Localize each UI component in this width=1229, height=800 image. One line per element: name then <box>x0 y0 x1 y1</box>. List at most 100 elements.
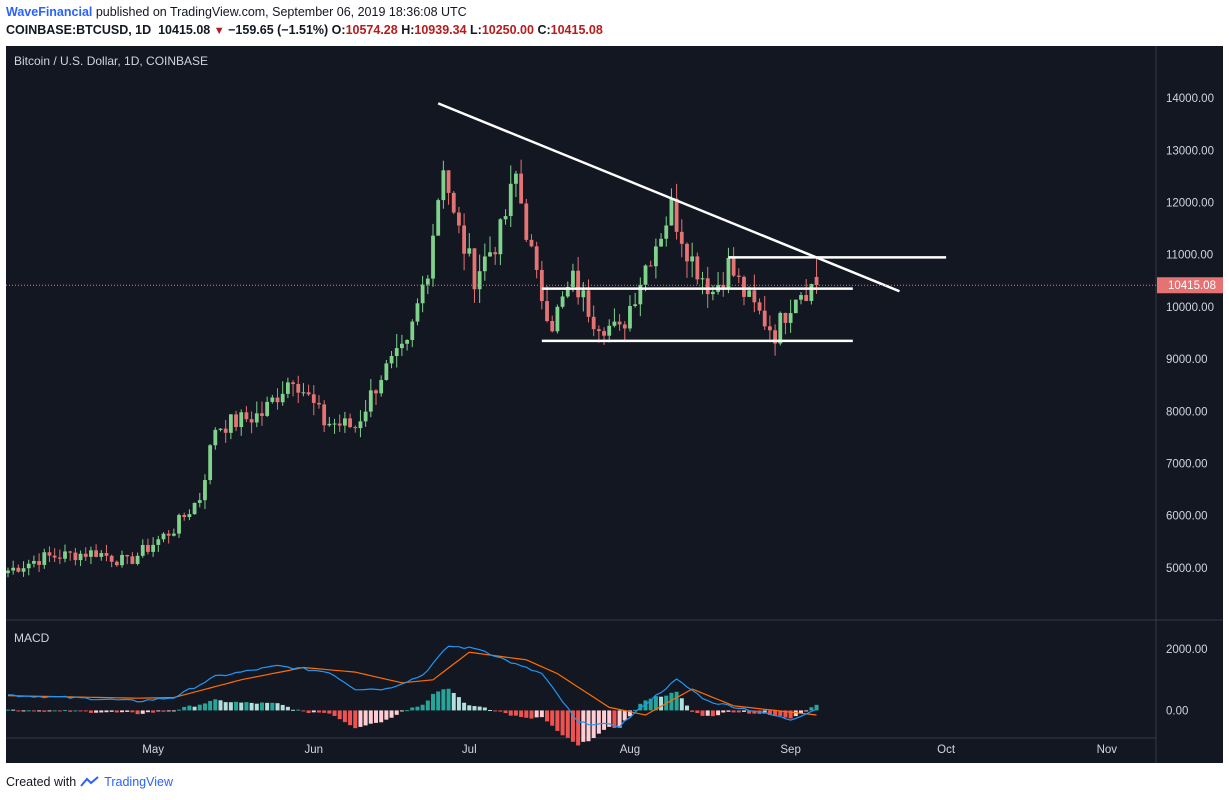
macd-histogram-bar <box>161 710 166 712</box>
candle-down <box>249 419 254 423</box>
candle-up <box>560 296 565 307</box>
macd-histogram-bar <box>244 702 249 711</box>
chart-area[interactable]: 10415.08 14000.00 13000.00 12000.00 11000.00… <box>0 0 1229 770</box>
candle-up <box>161 533 166 540</box>
macd-histogram-bar <box>228 702 233 711</box>
candle-up <box>120 554 124 566</box>
candle-down <box>57 557 62 559</box>
time-tick-label: Oct <box>937 744 956 756</box>
macd-histogram-bar <box>177 709 182 711</box>
last-price-badge <box>1157 277 1223 294</box>
candle-up <box>203 480 207 501</box>
close-value: 10415.08 <box>550 23 603 37</box>
candle-up <box>410 321 415 341</box>
macd-histogram-bar <box>156 710 161 712</box>
candle-down <box>182 514 187 518</box>
price-tick-label: 9000.00 <box>1166 354 1208 366</box>
macd-histogram-bar <box>21 710 26 712</box>
candle-up <box>565 286 570 297</box>
candle-up <box>638 284 643 305</box>
candle-up <box>270 397 275 402</box>
macd-histogram-bar <box>384 710 389 720</box>
tradingview-brand[interactable]: TradingView <box>104 775 173 789</box>
time-tick-label: Nov <box>1097 744 1118 756</box>
macd-histogram-bar <box>322 710 327 713</box>
macd-histogram-bar <box>560 710 565 736</box>
macd-histogram-bar <box>814 704 819 711</box>
candle-up <box>508 183 513 217</box>
macd-histogram-bar <box>332 710 337 716</box>
macd-histogram-bar <box>358 710 363 727</box>
candle-up <box>389 355 394 364</box>
candle-up <box>555 306 560 332</box>
candle-down <box>736 275 741 277</box>
candle-up <box>747 290 752 297</box>
macd-histogram-bar <box>140 710 145 714</box>
last-price-label: 10415.08 <box>1168 280 1216 292</box>
macd-histogram-bar <box>368 710 373 724</box>
author-link[interactable]: WaveFinancial <box>6 5 93 19</box>
macd-histogram-bar <box>109 710 114 712</box>
time-tick-label: May <box>142 744 164 756</box>
candle-up <box>503 216 508 220</box>
macd-histogram-bar <box>513 710 518 716</box>
macd-histogram-bar <box>42 710 47 712</box>
candle-down <box>804 295 809 301</box>
macd-histogram-bar <box>545 710 550 722</box>
price-change: −159.65 (−1.51%) <box>228 23 329 37</box>
candle-down <box>674 198 679 232</box>
macd-histogram-bar <box>617 710 622 728</box>
candle-up <box>778 312 783 344</box>
macd-histogram-bar <box>700 710 705 716</box>
macd-histogram-bar <box>26 710 31 712</box>
candle-up <box>368 390 373 412</box>
macd-histogram-bar <box>539 710 544 718</box>
macd-layer <box>6 645 819 746</box>
candle-up <box>420 284 425 304</box>
footer: Created with TradingView <box>6 775 173 789</box>
candle-down <box>166 533 171 536</box>
candle-down <box>16 567 21 572</box>
published-text: published on TradingView.com, September … <box>95 5 467 19</box>
macd-histogram-bar <box>47 710 52 712</box>
macd-histogram-bar <box>679 698 684 711</box>
time-tick-label: Aug <box>620 744 640 756</box>
candle-down <box>306 392 311 395</box>
candle-up <box>358 421 363 429</box>
macd-histogram-bar <box>353 710 358 729</box>
candle-down <box>37 561 41 565</box>
macd-histogram-bar <box>394 710 399 715</box>
macd-histogram-bar <box>94 710 99 713</box>
candle-down <box>773 330 777 344</box>
candle-up <box>32 561 36 564</box>
macd-histogram-bar <box>778 710 783 716</box>
macd-histogram-bar <box>710 710 715 717</box>
price-tick-label: 12000.00 <box>1166 198 1214 210</box>
macd-histogram-bar <box>78 710 83 712</box>
candle-up <box>425 278 430 285</box>
candle-down <box>524 203 529 240</box>
macd-histogram-bar <box>197 704 202 711</box>
macd-histogram-bar <box>731 710 736 713</box>
drawings-layer[interactable] <box>437 102 947 343</box>
time-tick-label: Jul <box>462 744 477 756</box>
candle-up <box>11 567 16 571</box>
candle-down <box>462 225 467 254</box>
macd-histogram-bar <box>482 707 487 711</box>
macd-histogram-bar <box>249 702 254 711</box>
macd-histogram-bar <box>166 710 171 712</box>
candle-down <box>296 384 301 393</box>
macd-tick-label: 2000.00 <box>1166 644 1208 656</box>
candle-up <box>156 539 161 545</box>
candle-down <box>234 414 238 428</box>
macd-histogram-bar <box>316 710 321 713</box>
macd-histogram-bar <box>405 710 410 712</box>
candle-down <box>762 310 767 327</box>
macd-histogram-bar <box>607 710 612 727</box>
candle-up <box>633 304 638 307</box>
macd-histogram-bar <box>285 706 290 711</box>
macd-histogram-bar <box>809 707 814 711</box>
candle-down <box>73 552 78 561</box>
macd-histogram-bar <box>379 710 384 723</box>
axis-layer: 10415.08 14000.00 13000.00 12000.00 11000.00… <box>6 93 1223 756</box>
